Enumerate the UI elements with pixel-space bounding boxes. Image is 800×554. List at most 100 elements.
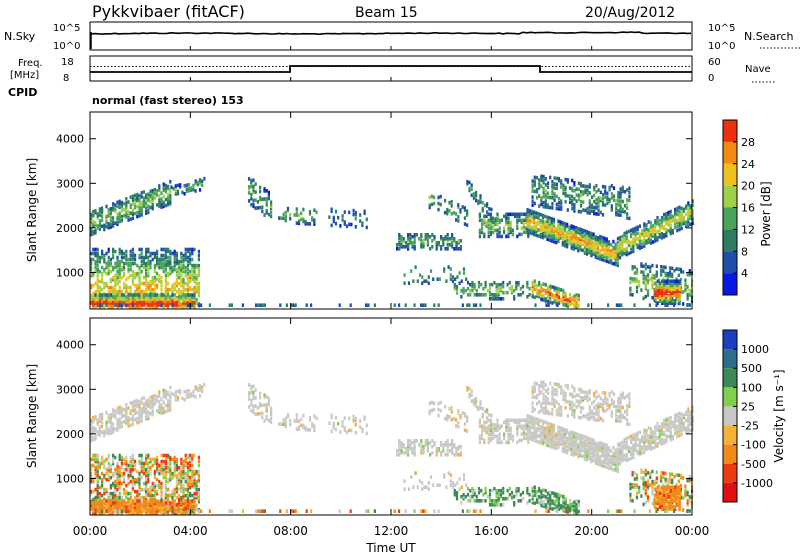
power-cell [162,265,165,270]
velocity-cell [114,471,117,476]
power-cell [404,241,407,245]
power-cell [610,255,613,259]
power-cell [337,215,340,220]
velocity-cell [147,410,150,415]
velocity-cell [127,416,130,420]
velocity-cell [526,486,529,491]
velocity-cell [457,447,460,451]
power-cell [672,301,675,305]
power-cell [553,198,556,202]
power-cell [200,303,203,307]
power-cell [686,292,689,297]
power-cell [367,303,370,307]
velocity-cell [422,445,425,449]
power-cell [619,245,622,250]
power-cell [599,253,602,257]
velocity-cell [96,509,99,513]
power-cell [109,299,112,303]
power-cell [175,267,178,272]
power-cell [96,279,99,284]
power-cell [533,210,536,215]
velocity-cell [182,475,185,480]
power-cell [164,261,167,266]
power-cell [677,273,680,278]
power-cell [665,299,668,303]
velocity-cell [138,483,141,488]
power-cell [540,202,543,207]
power-cell [134,273,137,278]
velocity-cell [174,390,177,394]
power-cell [552,219,556,224]
velocity-cell [470,389,473,393]
velocity-cell [407,445,410,449]
power-cell [663,293,666,297]
velocity-cell [127,511,130,515]
power-cell [603,240,606,245]
power-cell [656,293,659,297]
power-cell [116,220,119,225]
power-cell [151,194,154,199]
power-cell [555,292,558,297]
velocity-cell [484,486,487,491]
velocity-cell [282,422,285,427]
power-cell [156,193,159,197]
power-cell [160,279,163,284]
power-cell [414,265,417,269]
velocity-cell [407,443,410,447]
velocity-cell [147,491,150,496]
power-cell [149,279,152,284]
power-cell [191,269,194,274]
velocity-cell [449,483,452,487]
velocity-cell [521,490,525,495]
velocity-cell [173,487,176,492]
velocity-cell [478,420,481,425]
power-cell [156,255,159,260]
power-cell [167,295,170,299]
velocity-cell [169,455,172,460]
power-cell [96,295,99,299]
power-cell [440,237,443,241]
power-cell [691,211,694,215]
velocity-cell [483,428,486,433]
power-cell [466,182,469,186]
power-cell [197,257,200,262]
power-cell [573,197,576,201]
velocity-cell [533,430,536,435]
power-cell [574,232,578,236]
power-cell [149,261,152,266]
power-cell [489,222,492,227]
velocity-cell [112,426,115,430]
nave-label: Nave [745,64,771,75]
power-cell [625,246,628,251]
velocity-cell [201,385,204,390]
power-cell [544,220,547,225]
power-cell [112,222,115,226]
power-cell [313,220,316,224]
power-cell [448,243,451,247]
velocity-cell [167,499,170,503]
velocity-cell [109,483,112,488]
power-cell [606,195,609,200]
power-colorbar-tick-label: 16 [741,202,755,215]
velocity-cell [116,469,119,474]
power-cell [661,285,664,289]
power-cell [118,199,121,204]
power-cell [557,196,561,201]
velocity-cell [481,436,484,441]
velocity-cell [138,505,141,509]
power-cell [629,288,632,293]
power-cell [140,305,143,309]
power-cell [518,218,521,223]
power-cell [644,274,647,279]
power-cell [94,293,97,297]
velocity-cell [112,505,115,509]
velocity-cell [109,503,112,507]
power-cell [193,269,196,274]
power-cell [90,228,93,233]
cpid-label: CPID [8,86,37,99]
power-cell [453,282,456,287]
power-cell [658,291,661,295]
power-cell [647,230,650,234]
power-cell [167,202,170,207]
velocity-cell [195,491,198,496]
